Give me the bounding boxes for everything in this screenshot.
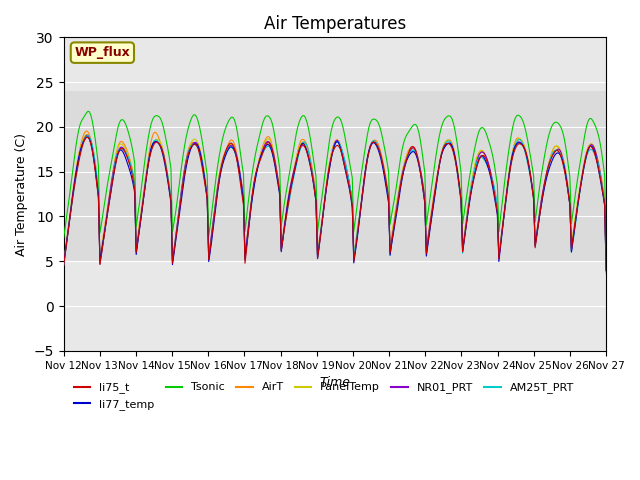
Tsonic [128,143,136,148]
PanelTemp [573,199,581,204]
Tsonic [223,122,230,128]
li77_temp [602,267,610,273]
AirT [241,253,249,259]
AirT [573,201,581,207]
li77_temp [573,204,581,210]
Tsonic [60,235,67,241]
li77_temp [84,134,92,140]
NR01_PRT [84,132,92,138]
AM25T_PRT [241,257,249,263]
Line: NR01_PRT: NR01_PRT [63,135,606,271]
AirT [250,181,258,187]
AM25T_PRT [223,148,230,154]
AM25T_PRT [128,166,136,172]
li75_t [573,203,581,209]
Line: li75_t: li75_t [63,137,606,271]
NR01_PRT [223,147,230,153]
NR01_PRT [128,166,136,172]
PanelTemp [128,165,136,171]
li77_temp [128,174,136,180]
li77_temp [60,261,67,266]
X-axis label: Time: Time [319,376,351,389]
li75_t [250,179,258,185]
li77_temp [250,184,258,190]
Line: AirT: AirT [63,131,606,267]
NR01_PRT [60,263,67,268]
Tsonic [573,177,581,182]
PanelTemp [60,261,67,267]
li75_t [602,268,610,274]
Line: Tsonic: Tsonic [63,111,606,243]
li75_t [128,169,136,175]
AM25T_PRT [250,183,258,189]
li75_t [223,145,230,151]
Tsonic [250,159,258,165]
PanelTemp [250,181,258,187]
AirT [602,264,610,270]
AirT [128,163,136,169]
Text: WP_flux: WP_flux [74,46,131,59]
Title: Air Temperatures: Air Temperatures [264,15,406,33]
li75_t [60,263,67,268]
AM25T_PRT [573,206,581,212]
AM25T_PRT [60,263,67,269]
Tsonic [602,240,610,246]
li77_temp [299,140,307,146]
Tsonic [241,228,249,234]
li77_temp [241,256,249,262]
li77_temp [223,149,230,155]
li75_t [241,260,249,266]
Line: AM25T_PRT: AM25T_PRT [63,136,606,274]
Line: li77_temp: li77_temp [63,137,606,270]
AirT [299,136,307,142]
AirT [223,144,230,150]
li75_t [299,142,307,147]
PanelTemp [223,147,230,153]
AM25T_PRT [602,271,610,276]
NR01_PRT [241,252,249,258]
AM25T_PRT [84,133,92,139]
NR01_PRT [299,143,307,148]
Y-axis label: Air Temperature (C): Air Temperature (C) [15,132,28,255]
AirT [83,128,90,134]
AirT [60,261,67,267]
PanelTemp [299,139,307,145]
Bar [63,91,606,261]
Legend: li75_t, li77_temp, Tsonic, AirT, PanelTemp, NR01_PRT, AM25T_PRT: li75_t, li77_temp, Tsonic, AirT, PanelTe… [69,378,579,414]
Tsonic [84,108,92,114]
PanelTemp [602,265,610,271]
li75_t [84,134,92,140]
NR01_PRT [250,181,258,187]
PanelTemp [83,132,90,137]
AM25T_PRT [299,141,307,146]
NR01_PRT [573,204,581,209]
PanelTemp [241,252,249,258]
Tsonic [299,113,307,119]
NR01_PRT [602,268,610,274]
Line: PanelTemp: PanelTemp [63,134,606,268]
